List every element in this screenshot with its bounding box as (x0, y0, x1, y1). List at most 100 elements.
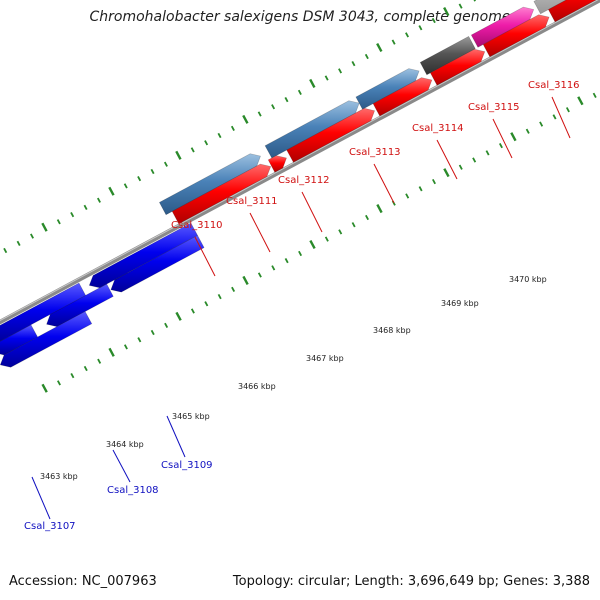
inner-tick-41 (592, 92, 597, 98)
gene-label-csal-3110[interactable]: Csal_3110 (171, 220, 223, 231)
gene-csal-3108-bar (46, 283, 114, 327)
outer-tick-21 (257, 111, 262, 117)
gene-label-csal-3115[interactable]: Csal_3115 (468, 102, 520, 113)
backbone-line (0, 0, 600, 325)
outer-tick-20 (242, 114, 249, 124)
gene-csal-3112-bar (355, 68, 420, 110)
gene-label-csal-3114[interactable]: Csal_3114 (412, 123, 464, 134)
page-title: Chromohalobacter salexigens DSM 3043, co… (89, 9, 511, 25)
inner-tick-20 (309, 239, 316, 250)
outer-tick-10 (108, 186, 115, 196)
gene-csal-3116-bar (533, 0, 567, 15)
leader-csal-3116 (551, 96, 571, 139)
outer-tick-31 (391, 39, 396, 45)
inner-tick-9 (164, 322, 169, 328)
outer-tick-24 (297, 89, 302, 96)
outer-tick-13 (150, 168, 155, 175)
gene-label-csal-3107[interactable]: Csal_3107 (24, 521, 76, 532)
gene-label-csal-3116[interactable]: Csal_3116 (528, 80, 580, 91)
cds-csal-3114 (429, 48, 486, 86)
outer-tick-15 (175, 150, 182, 160)
label-leader-lines (31, 96, 571, 520)
outer-tick-22 (271, 104, 276, 110)
inner-tick-13 (217, 293, 222, 300)
outer-tick-9 (97, 197, 101, 203)
accession-info: Accession: NC_007963 (9, 574, 157, 589)
outer-tick-33 (418, 25, 423, 31)
cds-csal-3113 (372, 77, 433, 117)
gene-label-csal-3109[interactable]: Csal_3109 (161, 460, 213, 471)
inner-tick-29 (432, 178, 436, 185)
leader-csal-3113 (373, 163, 395, 204)
gene-label-csal-3111[interactable]: Csal_3111 (226, 196, 278, 207)
gene-label-csal-3112[interactable]: Csal_3112 (278, 175, 330, 186)
gene-csal-3108-lower (0, 311, 93, 368)
cds-csal-3111 (267, 155, 287, 173)
outer-tick-5 (41, 222, 48, 232)
inner-tick-11 (190, 308, 195, 314)
gene-csal-3109-bar (110, 234, 205, 293)
inner-tick-37 (539, 121, 544, 127)
outer-tick-16 (190, 147, 195, 153)
outer-tick-23 (284, 96, 289, 103)
inner-tick-17 (271, 265, 276, 271)
inner-tick-4 (97, 358, 102, 364)
scale-label-3469: 3469 kbp (441, 299, 479, 308)
outer-tick-2 (3, 247, 8, 254)
inner-tick-34 (498, 143, 503, 149)
outer-tick-35 (443, 7, 450, 17)
outer-tick-14 (163, 161, 168, 167)
outer-tick-19 (230, 125, 235, 131)
gene-label-csal-3108[interactable]: Csal_3108 (107, 485, 159, 496)
outer-tick-4 (30, 233, 34, 239)
inner-tick-24 (365, 214, 369, 221)
outer-tick-34 (431, 17, 436, 24)
inner-tick-30 (443, 168, 450, 178)
outer-tick-ring (3, 0, 476, 254)
inner-tick-40 (577, 96, 584, 106)
inner-tick-14 (231, 286, 236, 293)
inner-tick-38 (552, 114, 557, 120)
gene-csal-3111-bar (264, 100, 360, 159)
inner-tick-8 (150, 329, 155, 336)
cds-csal-3112 (286, 107, 375, 163)
outer-tick-7 (70, 211, 75, 218)
inner-tick-33 (485, 150, 490, 156)
scale-label-3463: 3463 kbp (40, 472, 78, 481)
inner-tick-12 (204, 301, 209, 307)
cds-csal-3110 (171, 163, 272, 225)
inner-tick-3 (83, 365, 88, 372)
inner-tick-7 (137, 337, 142, 343)
outer-tick-32 (405, 32, 409, 38)
inner-tick-18 (284, 258, 289, 264)
inner-tick-27 (405, 193, 410, 199)
outer-tick-27 (338, 68, 343, 74)
outer-tick-11 (123, 183, 128, 189)
outer-tick-28 (351, 61, 356, 67)
outer-tick-17 (204, 140, 209, 146)
outer-tick-8 (83, 204, 88, 211)
inner-tick-22 (338, 229, 343, 235)
inner-tick-10 (175, 311, 182, 321)
inner-tick-0 (41, 383, 48, 393)
cds-csal-3116 (547, 0, 597, 23)
inner-tick-23 (351, 222, 356, 228)
gene-csal-3113-bar (419, 35, 476, 76)
outer-tick-37 (473, 0, 476, 2)
outer-tick-3 (16, 240, 21, 246)
leader-csal-3112 (301, 191, 323, 233)
gene-label-csal-3113[interactable]: Csal_3113 (349, 147, 401, 158)
leader-csal-3115 (492, 118, 513, 159)
scale-labels: 3463 kbp 3464 kbp 3465 kbp 3466 kbp 3467… (40, 275, 547, 481)
leader-csal-3111 (249, 212, 271, 253)
inner-tick-6 (123, 344, 128, 350)
inner-tick-15 (242, 275, 249, 285)
outer-tick-29 (364, 53, 369, 60)
scale-label-3465: 3465 kbp (172, 412, 210, 421)
scale-label-3467: 3467 kbp (306, 354, 344, 363)
leader-csal-3114 (436, 139, 458, 180)
inner-tick-31 (458, 164, 463, 170)
inner-tick-2 (70, 373, 75, 379)
